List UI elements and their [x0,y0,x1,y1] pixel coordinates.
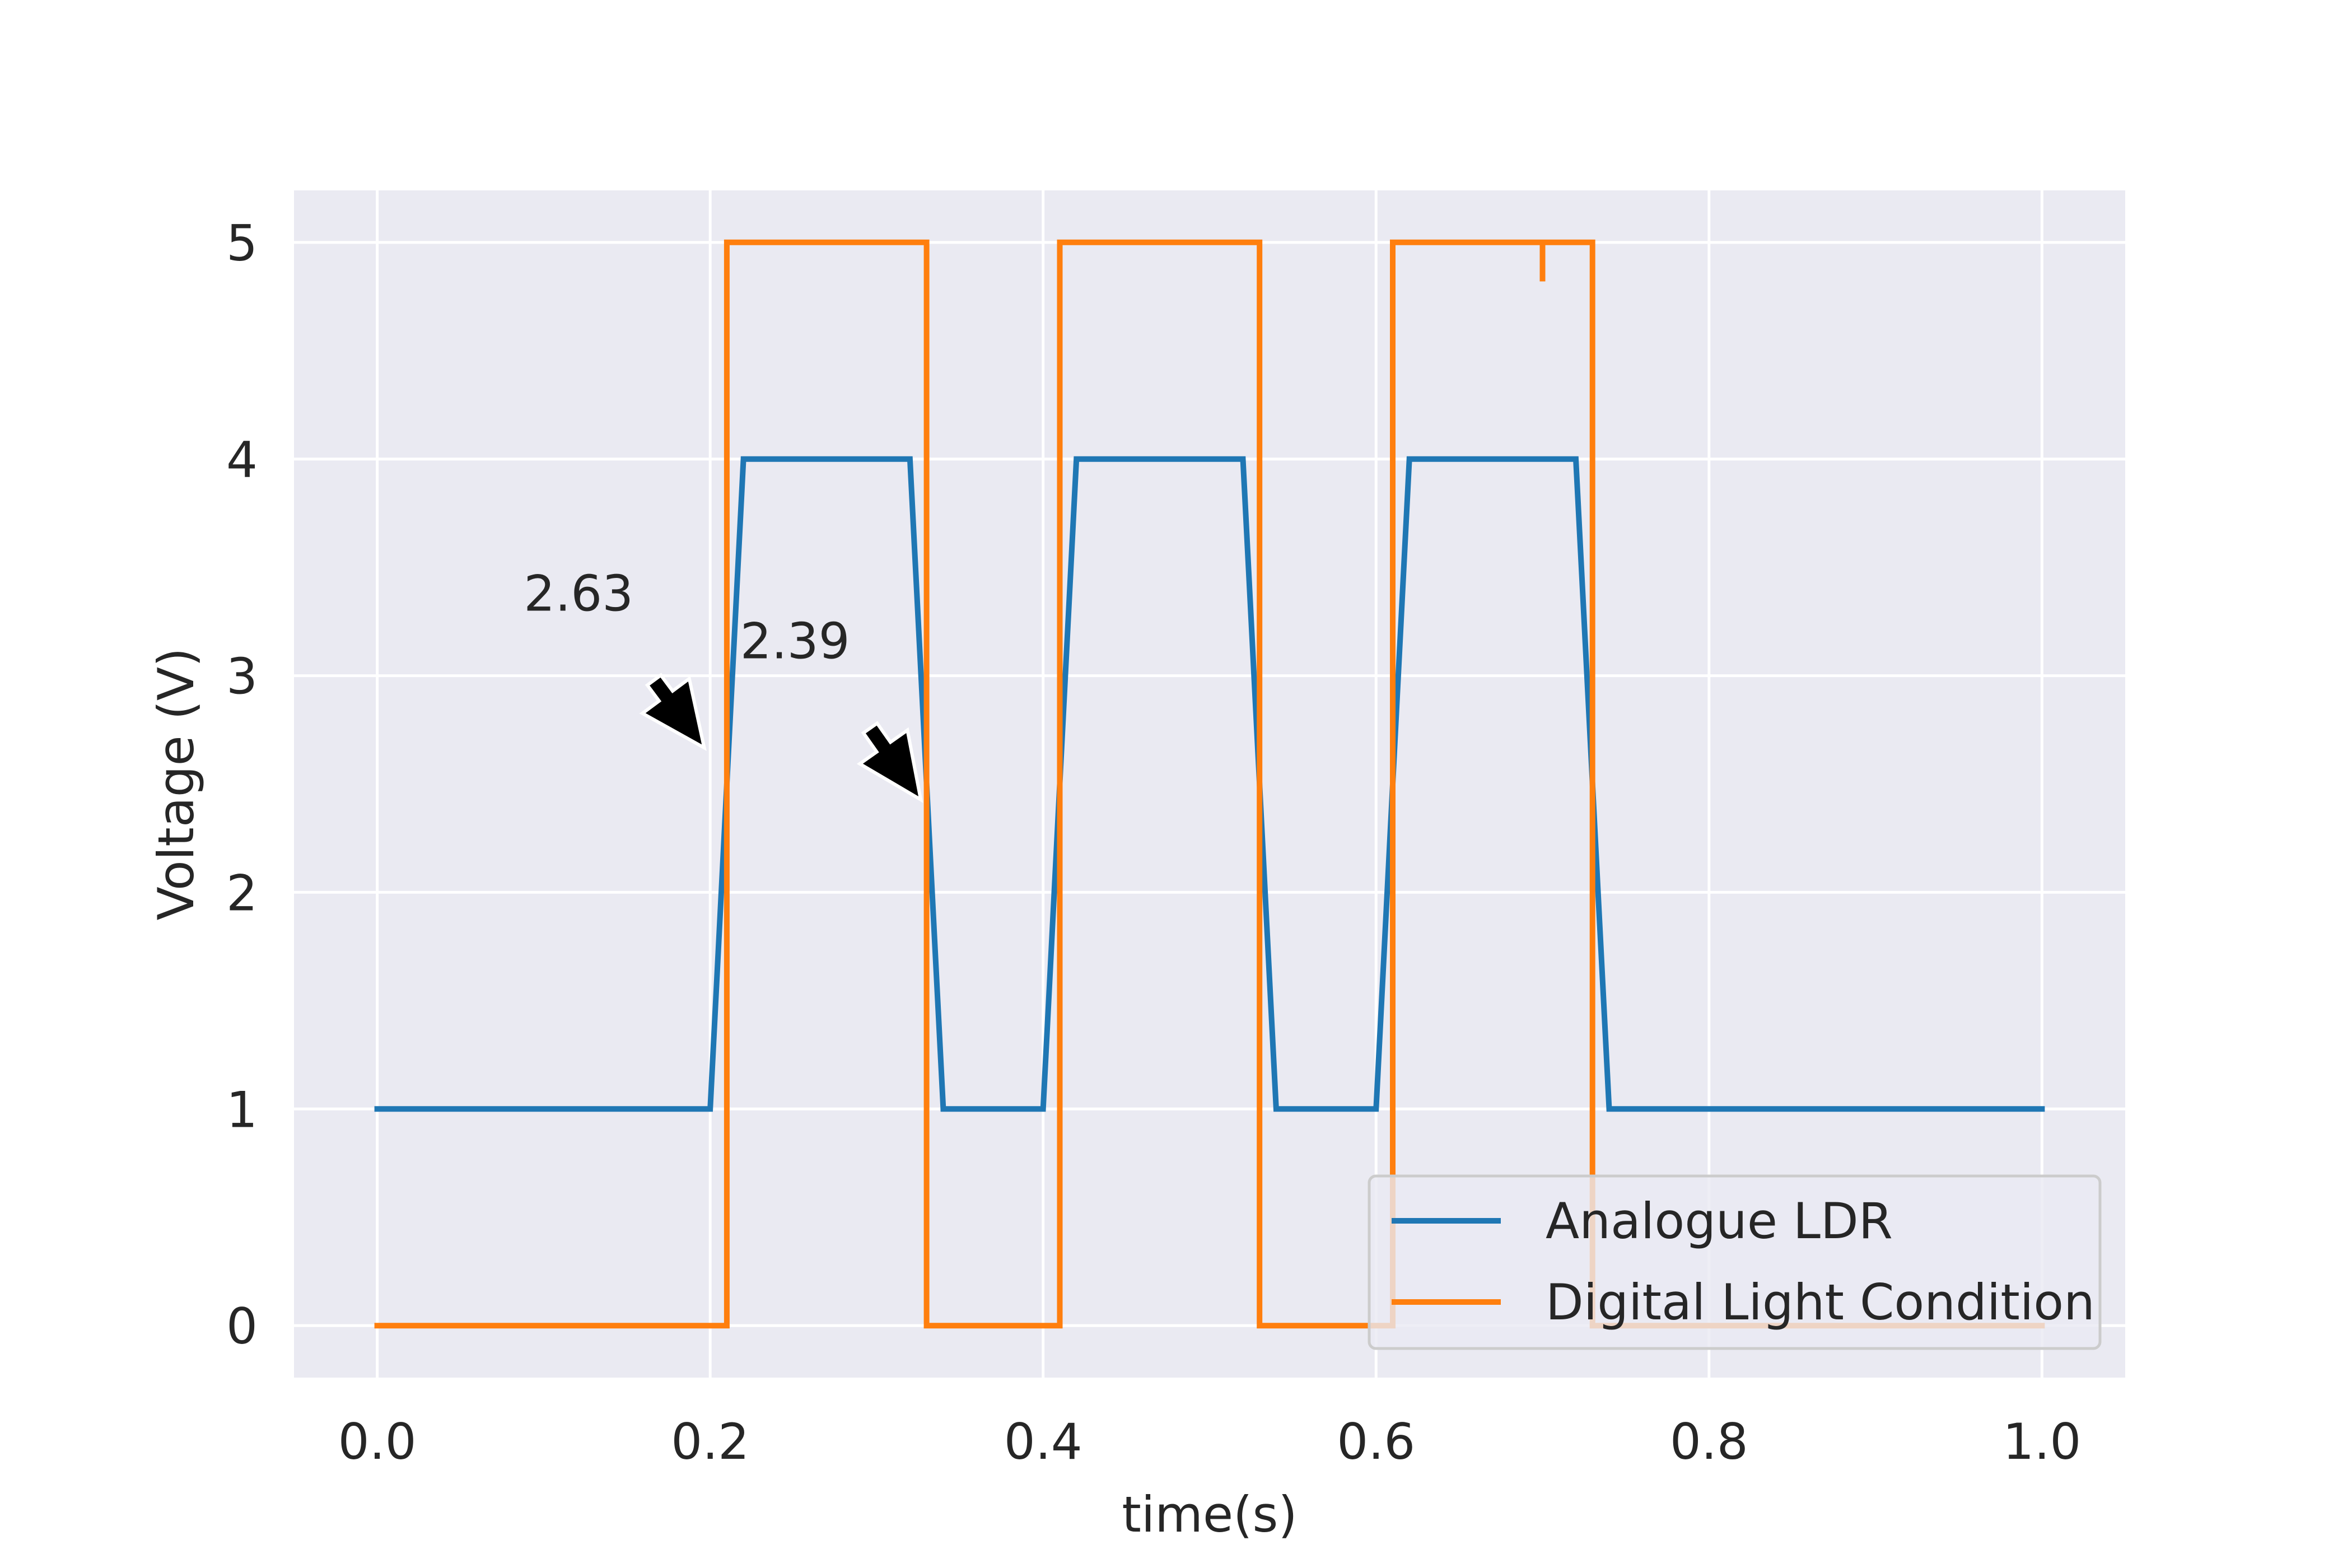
y-tick-label: 0 [226,1298,258,1355]
annotation-arrow [856,721,923,803]
legend-label-digital-light-condition: Digital Light Condition [1546,1273,2095,1331]
x-tick-label: 0.2 [671,1413,749,1471]
y-tick-label: 4 [226,431,258,489]
x-tick-label: 0.8 [1670,1413,1748,1471]
annotation-label: 2.63 [524,565,633,623]
y-tick-label: 3 [226,648,258,706]
annotation-label: 2.39 [740,613,850,670]
x-tick-label: 1.0 [2003,1413,2081,1471]
series-line-digital-light-condition [374,239,2045,1329]
annotations: 2.63 2.39 [524,565,923,803]
x-tick-label: 0.4 [1004,1413,1082,1471]
tick-labels: 0.0 0.2 0.4 0.6 0.8 1.0 0 1 2 3 4 5 [226,214,2081,1471]
y-tick-label: 2 [226,864,258,922]
y-tick-label: 5 [226,214,258,272]
annotation-arrow [639,673,707,752]
legend: Analogue LDR Digital Light Condition [1368,1174,2102,1350]
x-tick-label: 0.6 [1337,1413,1415,1471]
x-axis-label: time(s) [1122,1486,1297,1543]
legend-label-analogue-ldr: Analogue LDR [1546,1192,1893,1250]
series-line-analogue-ldr [374,456,2045,1112]
y-axis-label: Voltage (V) [147,648,205,921]
series-layer [374,239,2045,1329]
y-tick-label: 1 [226,1081,258,1138]
x-tick-label: 0.0 [338,1413,417,1471]
legend-box [1368,1174,2102,1350]
